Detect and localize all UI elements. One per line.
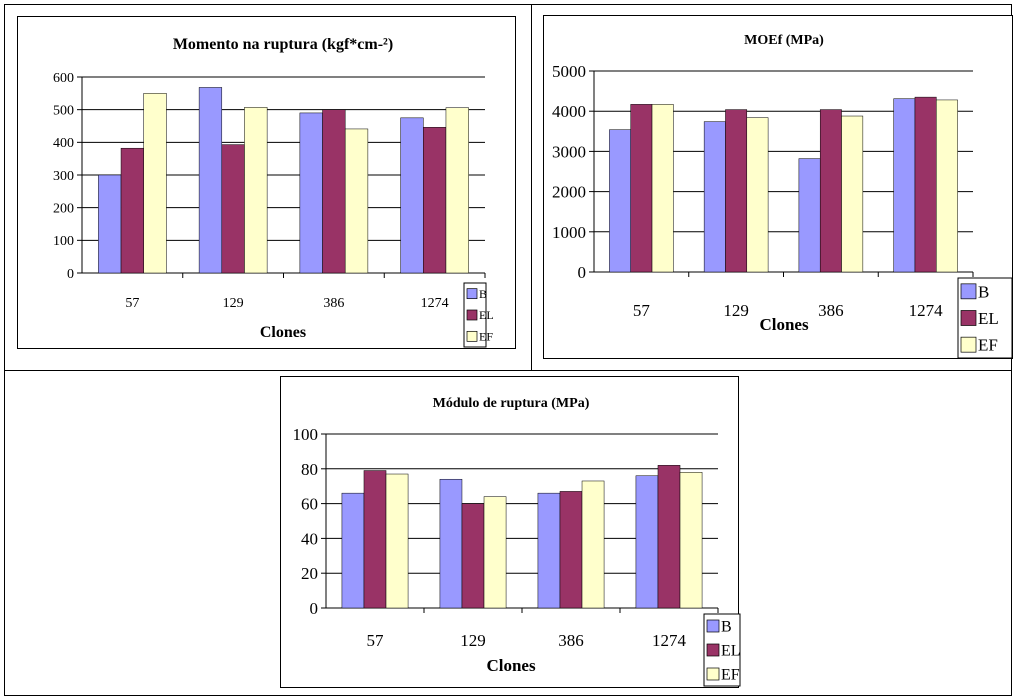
y-tick-label: 20 [301, 564, 318, 583]
bar-b [893, 98, 916, 273]
x-tick-label: 1274 [909, 301, 944, 320]
y-tick-label: 1000 [552, 223, 586, 242]
bar-ef [344, 128, 369, 274]
legend-swatch-ef [466, 330, 478, 342]
bar-b [98, 174, 122, 274]
bar-b [299, 112, 323, 274]
legend-swatch-el [960, 310, 977, 326]
chart-title: Módulo de ruptura (MPa) [433, 396, 590, 411]
chart-svg-modulo: Módulo de ruptura (MPa) 0 20 40 60 80 100 57 129… [293, 396, 741, 687]
y-tick-label: 600 [53, 71, 74, 86]
chart-title: Momento na ruptura (kgf*cm-²) [173, 36, 393, 53]
y-tick-label: 100 [293, 425, 319, 444]
x-tick-label: 1274 [421, 296, 449, 311]
legend-label-ef: EF [978, 336, 998, 355]
y-tick-label: 60 [301, 495, 318, 514]
legend-label-el: EL [721, 643, 741, 660]
x-axis-label: Clones [486, 656, 536, 675]
chart-modulo-de-ruptura: Módulo de ruptura (MPa) 0 20 40 60 80 100 57 129… [280, 376, 741, 688]
bar-b [400, 117, 424, 274]
bar-ef [143, 93, 167, 274]
bar-ef [651, 104, 674, 273]
chart-title: MOEf (MPa) [744, 33, 824, 48]
bar-el [120, 147, 144, 274]
table-cell-bottom [4, 370, 1012, 696]
x-tick-label: 57 [125, 296, 139, 311]
y-tick-label: 200 [53, 202, 74, 217]
bar-el [819, 109, 842, 273]
bar-ef [936, 99, 958, 273]
bar-el [914, 96, 937, 273]
legend-label-ef: EF [479, 330, 493, 344]
bar-b [439, 478, 463, 609]
bar-ef [841, 115, 864, 273]
y-tick-label: 80 [301, 460, 318, 479]
bar-b [341, 492, 365, 609]
x-axis-label: Clones [260, 324, 306, 341]
x-tick-label: 129 [223, 296, 244, 311]
legend-swatch-b [960, 283, 977, 300]
legend-swatch-b [706, 619, 720, 633]
y-tick-label: 3000 [552, 142, 586, 161]
bar-b [798, 158, 821, 273]
bar-ef [445, 107, 469, 274]
legend-swatch-ef [706, 667, 720, 681]
chart-momento-na-ruptura: Momento na ruptura (kgf*cm-²) 0 100 200 300 4… [17, 16, 516, 349]
chart-svg-moef: MOEf (MPa) 0 1000 2000 3000 4000 5000 57 129 386 1… [552, 33, 1013, 359]
bar-el [363, 470, 387, 609]
legend-swatch-b [466, 288, 478, 300]
bar-el [657, 465, 681, 609]
bar-ef [483, 496, 507, 609]
y-tick-label: 300 [53, 169, 74, 184]
bar-ef [244, 107, 268, 274]
legend-label-el: EL [479, 308, 494, 322]
legend-label-ef: EF [721, 667, 740, 684]
bar-ef [746, 117, 769, 273]
bar-b [198, 87, 223, 274]
y-tick-label: 40 [301, 529, 318, 548]
bar-b [609, 129, 631, 273]
y-tick-label: 2000 [552, 183, 586, 202]
legend-swatch-ef [960, 336, 977, 353]
x-tick-label: 386 [558, 631, 584, 650]
bar-el [725, 109, 748, 273]
legend-label-b: B [479, 287, 487, 301]
x-tick-label: 1274 [652, 631, 687, 650]
bar-ef [679, 472, 703, 609]
legend-label-b: B [978, 282, 989, 301]
legend-swatch-el [466, 309, 478, 321]
bar-b [635, 475, 659, 609]
y-tick-label: 500 [53, 104, 74, 119]
bar-b [703, 121, 726, 273]
x-axis-label: Clones [759, 315, 809, 334]
bar-b [537, 492, 561, 609]
x-tick-label: 386 [323, 296, 344, 311]
bar-el [559, 491, 583, 609]
x-tick-label: 129 [723, 301, 749, 320]
bar-el [322, 109, 346, 274]
x-tick-label: 386 [818, 301, 844, 320]
bar-el [221, 144, 245, 274]
y-tick-label: 400 [53, 136, 74, 151]
y-tick-label: 0 [310, 599, 319, 618]
y-tick-label: 100 [53, 234, 74, 249]
legend-label-el: EL [978, 309, 999, 328]
chart-svg-momento: Momento na ruptura (kgf*cm-²) 0 100 200 300 4… [53, 36, 494, 348]
y-tick-label: 0 [578, 263, 587, 282]
x-tick-label: 129 [460, 631, 486, 650]
bar-el [461, 503, 485, 609]
x-tick-label: 57 [633, 301, 651, 320]
y-tick-label: 0 [67, 267, 74, 282]
bar-ef [581, 480, 605, 609]
legend-label-b: B [721, 619, 732, 636]
y-tick-label: 5000 [552, 62, 586, 81]
legend-swatch-el [706, 643, 720, 657]
chart-moef: MOEf (MPa) 0 1000 2000 3000 4000 5000 57 129 386 1… [543, 15, 1013, 359]
bar-ef [385, 473, 409, 609]
bar-el [630, 104, 653, 273]
y-tick-label: 4000 [552, 102, 586, 121]
x-tick-label: 57 [367, 631, 385, 650]
bar-el [423, 127, 447, 274]
